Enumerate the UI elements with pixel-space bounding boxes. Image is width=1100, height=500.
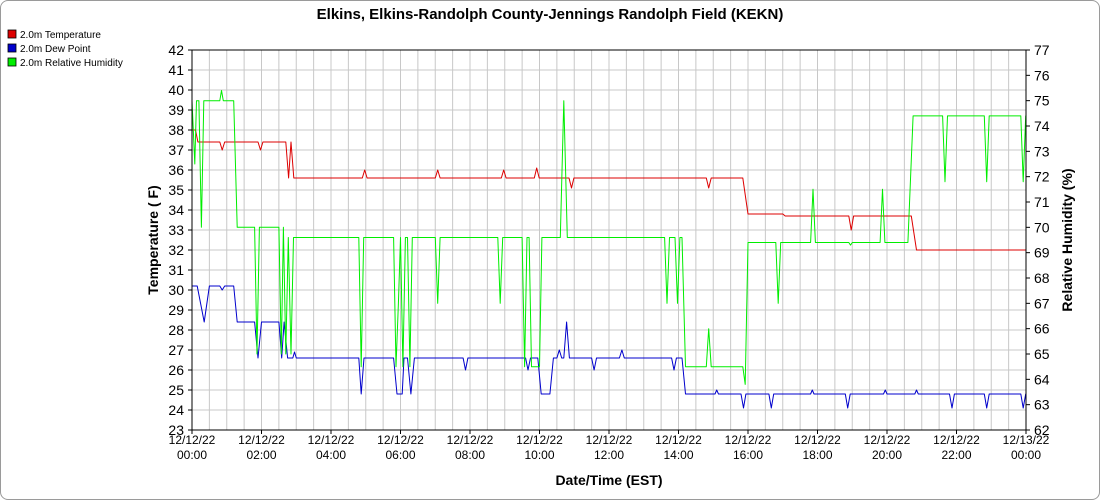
y2-tick-label: 74: [1034, 118, 1050, 134]
right-axis-ticks: 62 63 64 65 66 67 68 69 70 71 72 73 74 75 76 77: [1026, 42, 1050, 438]
y-tick-label: 24: [168, 402, 184, 418]
y2-tick-label: 77: [1034, 42, 1050, 58]
x-tick-label: 12/12/22 20:00: [864, 433, 911, 462]
y2-tick-label: 76: [1034, 67, 1050, 83]
y-tick-label: 32: [168, 242, 184, 258]
x-tick-label: 12/12/22 18:00: [794, 433, 841, 462]
x-tick-label: 12/12/22 02:00: [238, 433, 285, 462]
x-tick-label: 12/13/22 00:00: [1003, 433, 1050, 462]
legend-swatch: [7, 57, 17, 67]
y-tick-label: 37: [168, 142, 184, 158]
legend: 2.0m Temperature 2.0m Dew Point 2.0m Relat…: [7, 29, 123, 69]
y-tick-label: 34: [168, 202, 184, 218]
left-axis-ticks: 23 24 25 26 27 28 29 30 31 32 33 34 35 36 37 38 39 40 41 42: [168, 42, 192, 438]
y2-tick-label: 72: [1034, 169, 1050, 185]
y-tick-label: 36: [168, 162, 184, 178]
y2-tick-label: 73: [1034, 143, 1050, 159]
legend-swatch: [7, 29, 17, 39]
y2-tick-label: 68: [1034, 270, 1050, 286]
grid-lines: [191, 49, 1027, 431]
y-tick-label: 40: [168, 82, 184, 98]
y-tick-label: 27: [168, 342, 184, 358]
legend-swatch: [7, 43, 17, 53]
y2-tick-label: 69: [1034, 245, 1050, 261]
x-tick-label: 12/12/22 14:00: [655, 433, 702, 462]
y-tick-label: 25: [168, 382, 184, 398]
y-tick-label: 30: [168, 282, 184, 298]
y2-tick-label: 75: [1034, 93, 1050, 109]
x-tick-label: 12/12/22 12:00: [586, 433, 633, 462]
y-tick-label: 35: [168, 182, 184, 198]
x-tick-label: 12/12/22 06:00: [377, 433, 424, 462]
y2-tick-label: 71: [1034, 194, 1050, 210]
y2-tick-label: 67: [1034, 295, 1050, 311]
y2-tick-label: 70: [1034, 219, 1050, 235]
y2-tick-label: 64: [1034, 371, 1050, 387]
y2-tick-label: 66: [1034, 321, 1050, 337]
y-axis-label: Temperature ( F): [145, 185, 161, 294]
y2-tick-label: 62: [1034, 422, 1050, 438]
y-tick-label: 28: [168, 322, 184, 338]
y-tick-label: 41: [168, 62, 184, 78]
y2-tick-label: 63: [1034, 397, 1050, 413]
series-line-2-0m-temperature: [192, 129, 1026, 251]
series-line-2-0m-relative-humidity: [191, 90, 1027, 385]
x-tick-label: 12/12/22 22:00: [933, 433, 980, 462]
x-tick-label: 12/12/22 08:00: [447, 433, 494, 462]
y-tick-label: 42: [168, 42, 184, 58]
y-tick-label: 39: [168, 102, 184, 118]
y2-tick-label: 65: [1034, 346, 1050, 362]
y-tick-label: 23: [168, 422, 184, 438]
x-axis-ticks: 12/12/22 00:00 12/12/22 02:00 12/12/22 04:00 1…: [169, 430, 1050, 462]
y2-axis-label: Relative Humidity (%): [1059, 168, 1075, 311]
x-tick-label: 12/12/22 00:00: [169, 433, 216, 462]
x-axis-label: Date/Time (EST): [555, 472, 662, 488]
y-tick-label: 29: [168, 302, 184, 318]
y-tick-label: 26: [168, 362, 184, 378]
chart-title: Elkins, Elkins-Randolph County-Jennings …: [317, 6, 784, 23]
y-tick-label: 38: [168, 122, 184, 138]
series-layer: [191, 90, 1027, 409]
legend-label: 2.0m Temperature: [20, 30, 101, 41]
x-tick-label: 12/12/22 16:00: [725, 433, 772, 462]
legend-label: 2.0m Dew Point: [20, 44, 91, 55]
x-tick-label: 12/12/22 04:00: [308, 433, 355, 462]
y-tick-label: 33: [168, 222, 184, 238]
y-tick-label: 31: [168, 262, 184, 278]
x-tick-label: 12/12/22 10:00: [516, 433, 563, 462]
legend-label: 2.0m Relative Humidity: [20, 58, 123, 69]
